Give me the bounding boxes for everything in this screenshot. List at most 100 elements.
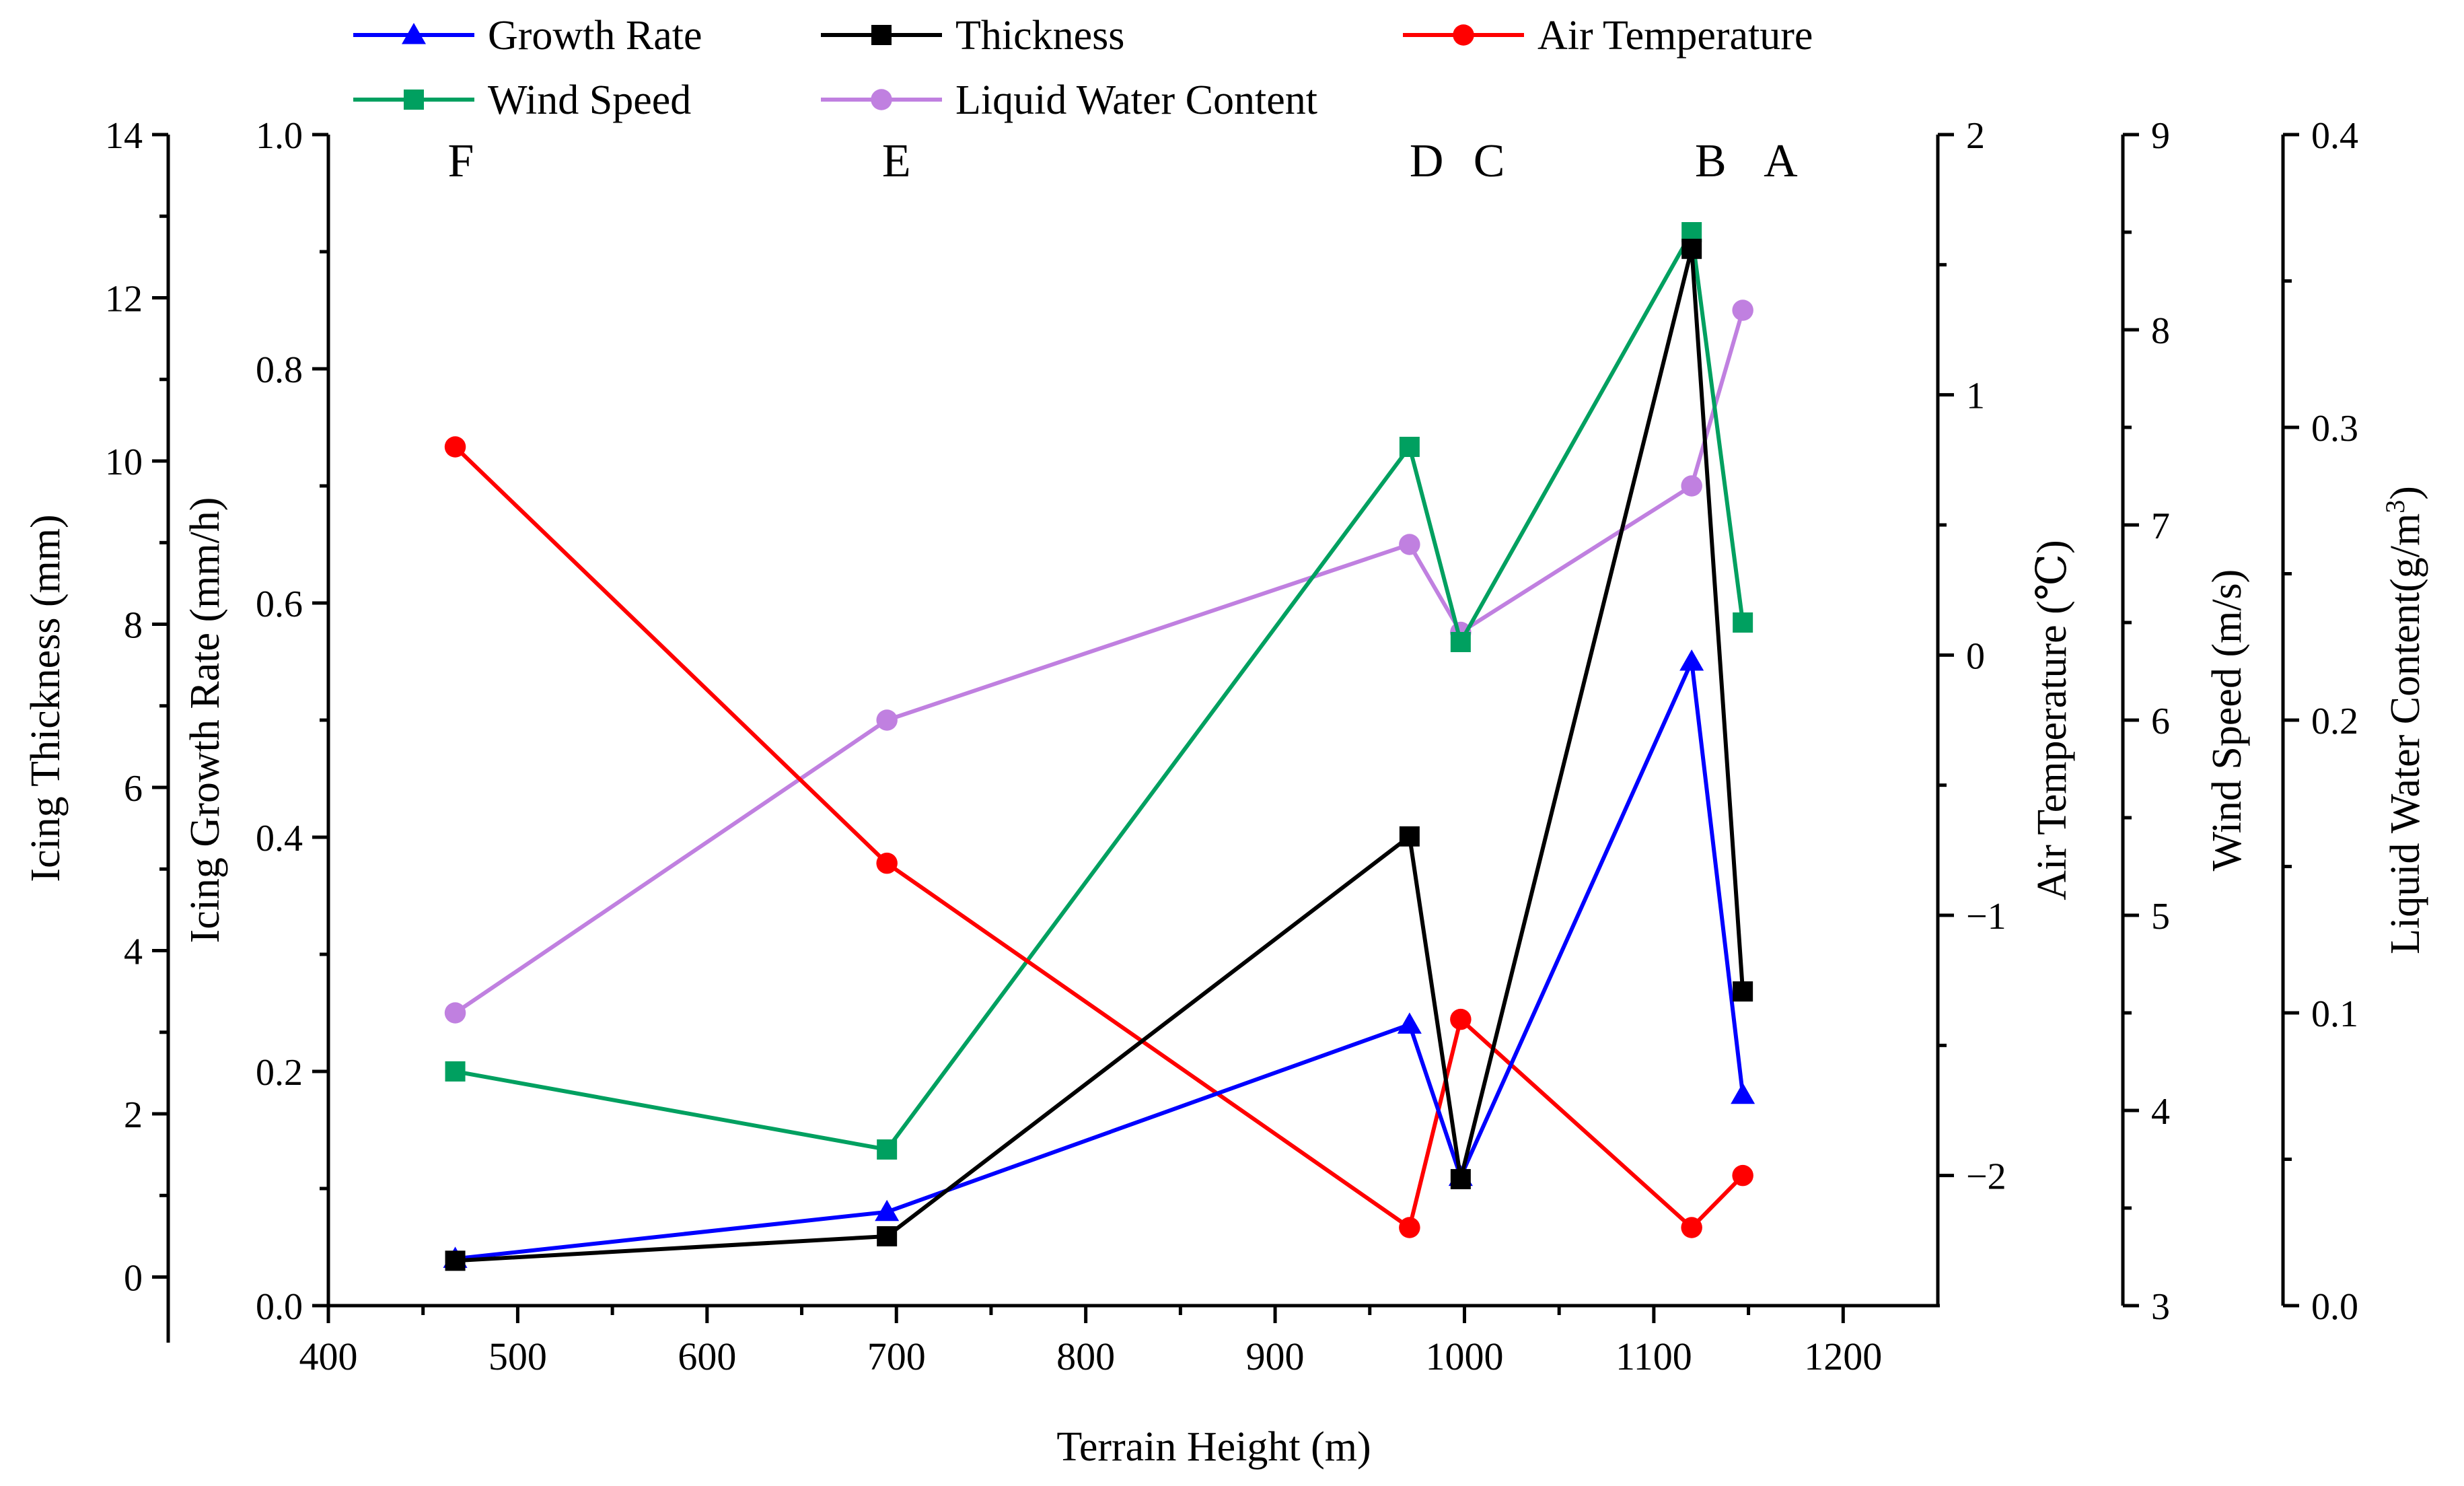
y-tick-label: 4	[2151, 1091, 2170, 1133]
y-tick-label: −1	[1966, 896, 2006, 937]
data-point-liquid-water-content	[1399, 534, 1420, 555]
legend-swatch-marker	[1453, 24, 1474, 46]
data-point-air-temperature	[876, 852, 898, 874]
data-point-thickness	[1733, 981, 1753, 1002]
legend-item-growth-rate: Growth Rate	[353, 13, 702, 59]
data-point-air-temperature	[1399, 1217, 1420, 1238]
series-line-wind-speed	[455, 225, 1745, 1152]
y-tick-label: −2	[1966, 1156, 2006, 1198]
y-tick-label: 1.0	[256, 115, 303, 157]
data-point-liquid-water-content	[444, 1002, 466, 1024]
x-tick-label: 1200	[1804, 1335, 1882, 1378]
y-tick-label: 0.2	[2311, 701, 2358, 742]
data-point-wind-speed	[1450, 632, 1471, 652]
data-point-liquid-water-content	[1681, 475, 1702, 497]
legend: Growth Rate Thickness Air Temperature Wind …	[353, 13, 1813, 123]
series-line-thickness	[455, 248, 1745, 1263]
legend-label: Wind Speed	[488, 77, 691, 123]
y-tick-label: 0.1	[2311, 993, 2358, 1035]
legend-item-thickness: Thickness	[821, 13, 1124, 59]
y-tick-label: 2	[1966, 115, 1985, 157]
data-point-air-temperature	[444, 436, 466, 458]
y-tick-label: 8	[2151, 310, 2170, 352]
series-liquid-water-content	[444, 299, 1753, 1024]
y-axis-growth: 0.0 0.2 0.4 0.6 0.8 1.0 Icing Growth Rate (mm/…	[182, 115, 330, 1328]
y-tick-label: 0.4	[2311, 115, 2358, 157]
point-label-f: F	[448, 135, 474, 187]
legend-item-wind-speed: Wind Speed	[353, 77, 691, 123]
legend-label: Thickness	[955, 13, 1124, 59]
x-tick-label: 400	[299, 1335, 358, 1378]
series-layer	[443, 222, 1755, 1271]
data-point-thickness	[1450, 1169, 1471, 1190]
data-point-growth-rate	[1731, 1082, 1755, 1104]
data-point-growth-rate	[1679, 649, 1704, 671]
y-axis-wind: 3 4 5 6 7 8 9 Wind Speed (m/s)	[2121, 115, 2250, 1328]
point-label-e: E	[882, 135, 911, 187]
y-tick-label: 0.8	[256, 349, 303, 391]
series-growth-rate	[443, 649, 1755, 1268]
series-line-liquid-water-content	[454, 310, 1745, 1015]
y-tick-label: 7	[2151, 505, 2170, 547]
series-line-air-temperature	[454, 445, 1745, 1231]
legend-swatch-marker	[402, 23, 426, 44]
data-point-liquid-water-content	[1732, 299, 1753, 321]
data-point-wind-speed	[1733, 612, 1753, 633]
legend-item-air-temperature: Air Temperature	[1403, 13, 1813, 59]
data-point-air-temperature	[1450, 1008, 1472, 1030]
legend-label: Liquid Water Content	[955, 77, 1317, 123]
x-tick-label: 800	[1056, 1335, 1115, 1378]
y-axis-lwc: 0.0 0.1 0.2 0.3 0.4 Liquid Water Content(g/m3…	[2281, 115, 2429, 1328]
y-tick-label: 12	[105, 279, 143, 320]
data-point-thickness	[877, 1226, 898, 1246]
data-point-wind-speed	[877, 1139, 898, 1160]
data-point-wind-speed	[445, 1061, 466, 1082]
y-axis-thickness: 0 2 4 6 8 10 12 14 Icing Thickness (mm)	[23, 115, 170, 1343]
x-tick-label: 500	[488, 1335, 547, 1378]
series-air-temperature	[444, 436, 1753, 1238]
legend-swatch-marker	[871, 89, 892, 110]
series-wind-speed	[445, 222, 1753, 1160]
y-tick-label: 0.4	[256, 818, 303, 859]
data-point-growth-rate	[875, 1199, 900, 1222]
point-label-a: A	[1764, 135, 1798, 187]
data-point-air-temperature	[1732, 1164, 1753, 1187]
y-tick-label: 0.6	[256, 583, 303, 625]
data-point-wind-speed	[1399, 437, 1420, 457]
x-tick-label: 1000	[1425, 1335, 1503, 1378]
y-tick-label: 2	[124, 1094, 143, 1136]
x-tick-label: 700	[867, 1335, 926, 1378]
y-tick-label: 1	[1966, 376, 1985, 417]
y-axis-title: Wind Speed (m/s)	[2204, 569, 2250, 872]
y-axis-title: Icing Thickness (mm)	[23, 514, 69, 882]
x-axis-title: Terrain Height (m)	[1056, 1424, 1371, 1470]
series-thickness	[445, 238, 1753, 1271]
y-tick-label: 3	[2151, 1286, 2170, 1328]
data-point-thickness	[445, 1250, 466, 1271]
point-label-b: B	[1695, 135, 1727, 187]
y-tick-label: 4	[124, 931, 143, 973]
series-line-growth-rate	[455, 653, 1745, 1261]
x-tick-label: 600	[678, 1335, 736, 1378]
y-tick-label: 6	[2151, 701, 2170, 742]
y-tick-label: 0.3	[2311, 408, 2358, 450]
y-axis-title: Liquid Water Content(g/m3)	[2380, 486, 2429, 954]
y-tick-label: 6	[124, 768, 143, 810]
y-tick-label: 0.0	[2311, 1286, 2358, 1328]
y-tick-label: 8	[124, 605, 143, 647]
data-point-air-temperature	[1681, 1217, 1702, 1238]
data-point-growth-rate	[1397, 1012, 1422, 1034]
legend-swatch-marker	[871, 25, 892, 45]
data-point-liquid-water-content	[876, 709, 898, 731]
point-label-c: C	[1474, 135, 1505, 187]
y-tick-label: 0	[1966, 635, 1985, 677]
y-axis-title: Icing Growth Rate (mm/h)	[182, 497, 228, 944]
data-point-thickness	[1681, 238, 1702, 259]
legend-swatch-marker	[404, 90, 424, 110]
y-tick-label: 10	[105, 441, 143, 483]
y-tick-label: 0.0	[256, 1286, 303, 1328]
y-tick-label: 5	[2151, 896, 2170, 937]
